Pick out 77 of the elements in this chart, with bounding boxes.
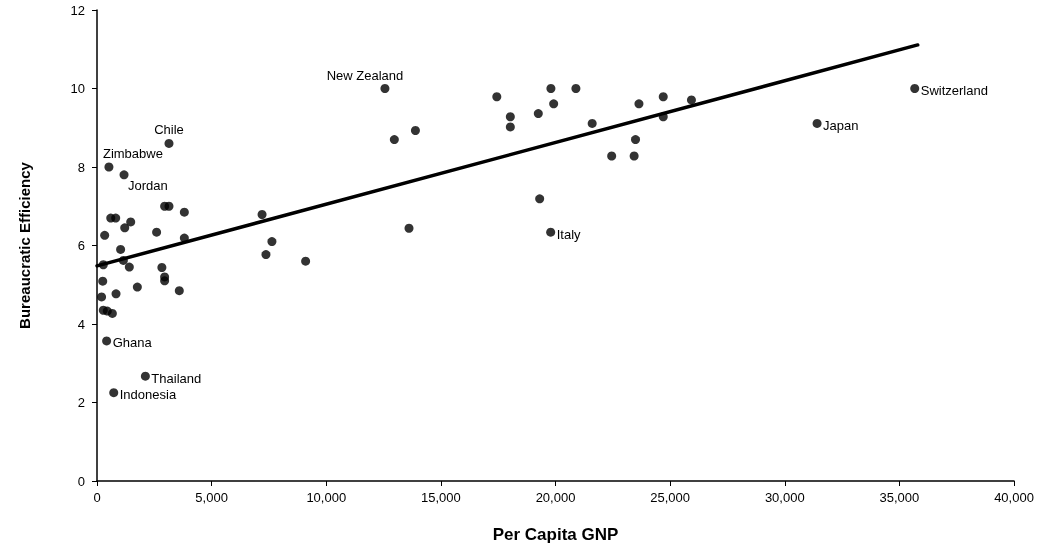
point <box>607 151 617 161</box>
point <box>546 84 556 93</box>
annotation: Jordan <box>128 177 168 193</box>
x-tick-label: 15,000 <box>420 490 461 505</box>
point <box>160 276 170 286</box>
point <box>533 109 543 119</box>
point <box>164 201 174 211</box>
point <box>546 227 556 237</box>
point <box>549 99 559 109</box>
annotation: Japan <box>823 117 859 133</box>
y-tick-label: 4 <box>77 316 85 332</box>
point <box>404 223 414 233</box>
point <box>634 99 644 109</box>
point <box>301 256 311 266</box>
point <box>119 170 129 180</box>
point <box>109 388 119 398</box>
point <box>132 282 142 292</box>
point <box>571 84 581 93</box>
annotation: Indonesia <box>119 387 177 403</box>
y-tick-label: 12 <box>70 2 85 18</box>
point <box>107 308 117 318</box>
point <box>629 151 639 161</box>
point <box>261 250 271 260</box>
point <box>126 217 136 227</box>
point <box>98 276 108 286</box>
point <box>111 213 121 223</box>
y-axis-title: Bureaucratic Efficiency <box>16 161 33 329</box>
point <box>164 138 174 148</box>
x-tick-label: 10,000 <box>306 490 347 505</box>
annotation: Chile <box>154 122 184 138</box>
annotation: New Zealand <box>326 67 404 83</box>
point <box>631 135 641 145</box>
x-tick-label: 25,000 <box>650 490 691 505</box>
point <box>812 118 822 128</box>
point <box>102 336 112 346</box>
x-tick-label: 5,000 <box>195 490 228 505</box>
point <box>587 118 597 128</box>
y-tick-label: 6 <box>77 238 85 253</box>
point <box>152 227 162 237</box>
point <box>120 223 130 233</box>
point <box>111 289 121 299</box>
x-tick-label: 20,000 <box>535 490 576 505</box>
point <box>100 230 110 240</box>
point <box>535 194 545 204</box>
x-tick-label: 30,000 <box>764 490 805 505</box>
point <box>505 112 515 122</box>
point <box>104 162 114 172</box>
point <box>257 209 267 219</box>
x-tick-label: 35,000 <box>879 490 920 505</box>
point <box>267 237 277 247</box>
point <box>410 126 420 135</box>
point <box>910 84 920 93</box>
point <box>124 262 134 272</box>
x-tick-label: 0 <box>93 490 101 505</box>
y-tick-label: 8 <box>77 159 85 175</box>
y-tick-label: 2 <box>77 395 85 410</box>
x-axis-title: Per Capita GNP <box>492 525 619 544</box>
point <box>140 371 150 381</box>
y-tick-label: 10 <box>70 81 85 96</box>
point <box>97 292 107 302</box>
annotation: Switzerland <box>920 83 988 98</box>
point <box>179 207 189 217</box>
point <box>505 122 515 132</box>
point <box>174 286 184 296</box>
point <box>492 92 502 102</box>
annotation: Italy <box>556 226 582 242</box>
point <box>389 135 399 145</box>
x-tick-label: 40,000 <box>994 490 1034 505</box>
annotation: Ghana <box>112 335 153 351</box>
annotation: Zimbabwe <box>102 146 163 161</box>
point <box>157 262 167 272</box>
point <box>380 84 390 93</box>
point <box>116 244 126 254</box>
y-tick-label: 0 <box>77 473 85 489</box>
point <box>686 95 696 105</box>
point <box>658 92 668 102</box>
annotation: Thailand <box>151 370 202 386</box>
